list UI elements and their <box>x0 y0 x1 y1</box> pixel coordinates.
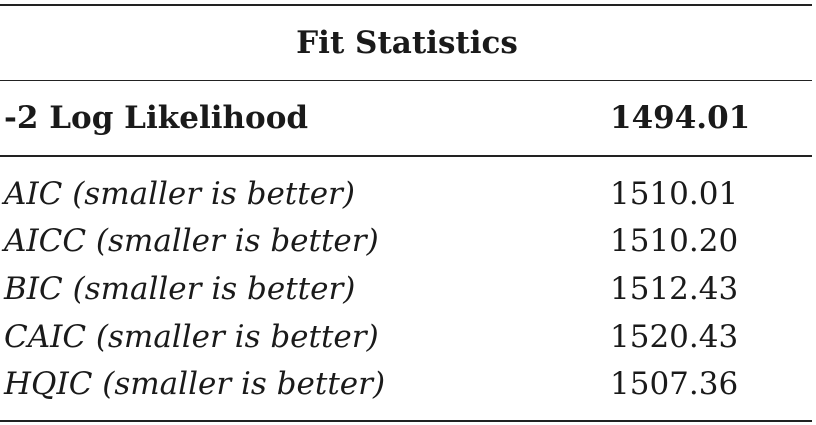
row-label: HQIC (smaller is better) <box>4 366 386 403</box>
bottom-rule <box>0 419 812 422</box>
header-rule <box>0 155 812 157</box>
table-row: BIC (smaller is better) 1512.43 <box>0 265 812 313</box>
header-label: -2 Log Likelihood <box>4 100 309 136</box>
top-rule <box>0 4 812 6</box>
table-title-row: Fit Statistics <box>0 6 812 80</box>
row-value: 1510.20 <box>610 223 739 260</box>
table-title: Fit Statistics <box>296 25 518 61</box>
row-value: 1510.01 <box>610 175 739 212</box>
header-value: 1494.01 <box>610 100 751 136</box>
table-row: AICC (smaller is better) 1510.20 <box>0 218 812 266</box>
row-label: CAIC (smaller is better) <box>4 318 379 355</box>
row-value: 1512.43 <box>610 270 739 307</box>
table-row: HQIC (smaller is better) 1507.36 <box>0 360 812 408</box>
table-row: AIC (smaller is better) 1510.01 <box>0 170 812 218</box>
title-rule <box>0 80 812 81</box>
fit-statistics-table: Fit Statistics -2 Log Likelihood 1494.01… <box>0 4 812 422</box>
header-row: -2 Log Likelihood 1494.01 <box>0 81 812 155</box>
row-value: 1507.36 <box>610 366 739 403</box>
table-body: AIC (smaller is better) 1510.01 AICC (sm… <box>0 157 812 420</box>
row-label: BIC (smaller is better) <box>4 270 356 307</box>
row-value: 1520.43 <box>610 318 739 355</box>
row-label: AIC (smaller is better) <box>4 175 355 212</box>
row-label: AICC (smaller is better) <box>4 223 379 260</box>
table-row: CAIC (smaller is better) 1520.43 <box>0 313 812 361</box>
